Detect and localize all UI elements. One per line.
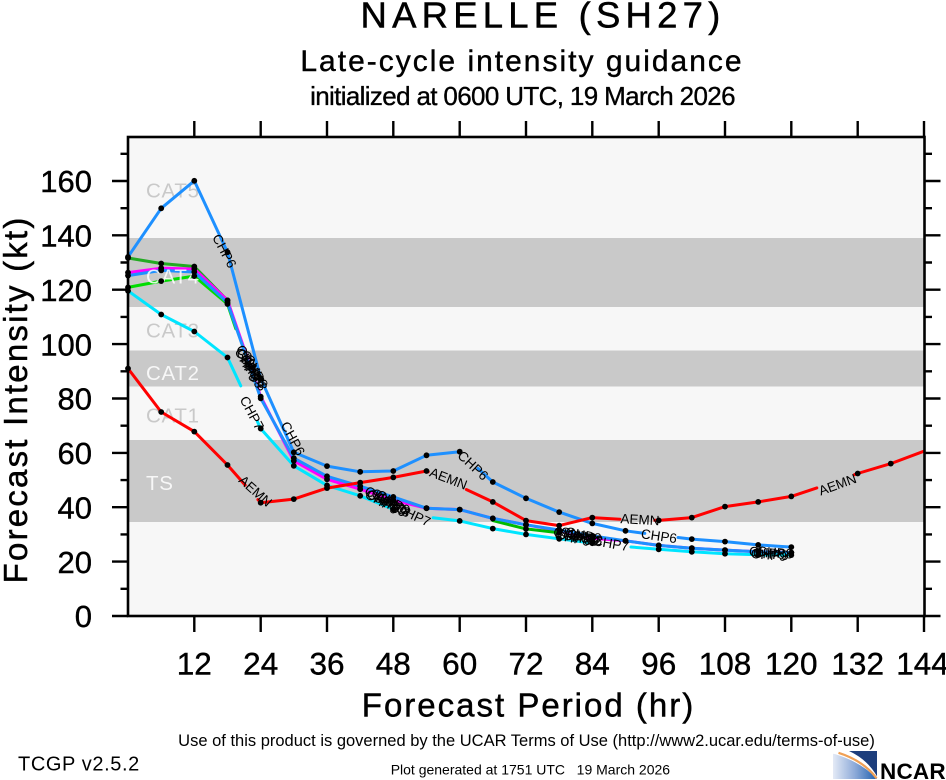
svg-text:CAT1: CAT1 (146, 404, 200, 427)
svg-text:NCAR: NCAR (880, 759, 946, 780)
svg-text:24: 24 (243, 646, 278, 682)
svg-text:CHP8: CHP8 (756, 544, 793, 562)
svg-text:48: 48 (376, 646, 411, 682)
svg-text:CHP9: CHP9 (555, 526, 593, 548)
svg-text:CHP8: CHP8 (564, 524, 602, 546)
svg-text:0: 0 (75, 599, 92, 634)
svg-text:TCGP v2.5.2: TCGP v2.5.2 (18, 754, 140, 776)
svg-text:120: 120 (765, 646, 818, 682)
svg-text:20: 20 (58, 545, 92, 580)
svg-text:96: 96 (641, 646, 676, 682)
svg-text:80: 80 (58, 382, 92, 417)
svg-text:132: 132 (831, 646, 884, 682)
svg-text:CHP8: CHP8 (559, 524, 597, 546)
svg-text:144: 144 (896, 646, 946, 682)
svg-text:12: 12 (177, 646, 212, 682)
svg-text:initialized at 0600 UTC, 19 Ma: initialized at 0600 UTC, 19 March 2026 (310, 81, 735, 111)
svg-text:40: 40 (58, 490, 92, 525)
svg-text:CAT5: CAT5 (146, 179, 200, 202)
svg-text:CHP8: CHP8 (552, 524, 590, 546)
svg-text:Plot generated at 1751 UTC 1: Plot generated at 1751 UTC 19 March 2026 (391, 761, 671, 777)
svg-text:CHP7: CHP7 (592, 533, 630, 554)
svg-text:Forecast Intensity (kt): Forecast Intensity (kt) (0, 215, 34, 583)
svg-text:100: 100 (40, 327, 92, 362)
svg-text:CAT3: CAT3 (146, 319, 200, 342)
svg-text:CHP9: CHP9 (752, 545, 789, 563)
svg-text:84: 84 (575, 646, 610, 682)
svg-text:Use of this product is governe: Use of this product is governed by the U… (178, 732, 875, 750)
svg-text:60: 60 (58, 436, 92, 471)
svg-text:Forecast Period (hr): Forecast Period (hr) (362, 687, 695, 724)
svg-text:AEMN: AEMN (620, 511, 660, 528)
svg-text:NARELLE (SH27): NARELLE (SH27) (361, 0, 726, 35)
svg-text:CAT2: CAT2 (146, 362, 200, 385)
svg-text:CHP9: CHP9 (562, 527, 600, 549)
svg-text:72: 72 (508, 646, 543, 682)
svg-text:CHP9: CHP9 (553, 527, 591, 549)
svg-text:120: 120 (40, 273, 92, 308)
svg-text:60: 60 (442, 646, 477, 682)
svg-text:Late-cycle intensity guidance: Late-cycle intensity guidance (300, 45, 743, 78)
svg-text:CHP8: CHP8 (566, 526, 604, 548)
svg-text:108: 108 (699, 646, 752, 682)
svg-text:CHP6: CHP6 (640, 526, 678, 546)
svg-text:CHP9: CHP9 (750, 546, 787, 564)
svg-text:TS: TS (146, 472, 174, 495)
svg-text:160: 160 (40, 164, 92, 199)
svg-text:36: 36 (309, 646, 344, 682)
svg-text:140: 140 (40, 219, 92, 254)
svg-text:CHP8: CHP8 (748, 544, 785, 562)
